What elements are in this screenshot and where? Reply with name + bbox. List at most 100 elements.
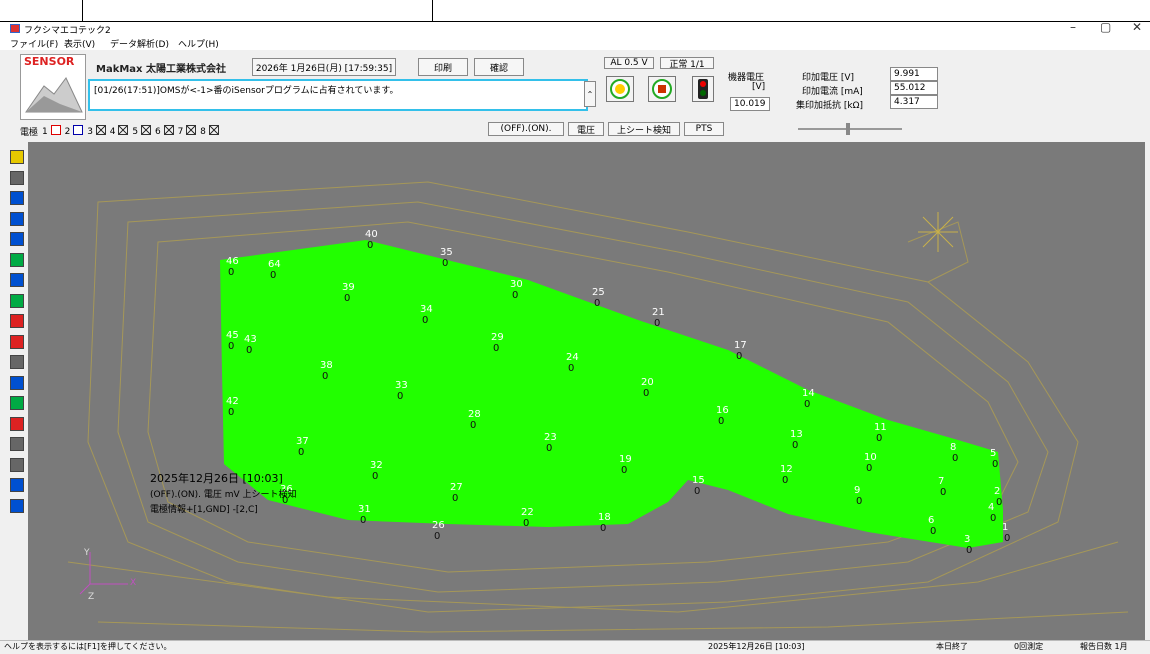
close-box-icon[interactable] [10, 191, 24, 205]
electrode-number: 6 [154, 127, 164, 137]
point-27: 270 [450, 482, 463, 504]
electrode-7[interactable]: 7 [178, 125, 197, 137]
point-number: 2 [994, 486, 1000, 497]
electrode-1[interactable]: 1 [42, 125, 61, 137]
rotate-icon[interactable] [10, 375, 24, 390]
electrode-4[interactable]: 4 [110, 125, 129, 137]
axis-z-label: Z [88, 592, 95, 602]
point-38: 380 [320, 360, 333, 382]
overlay-date: 2025年12月26日 [10:03] [150, 472, 283, 485]
print-icon[interactable] [10, 437, 24, 451]
resistance-label: 集印加抵抗 [kΩ] [796, 101, 863, 111]
layer-icon[interactable] [10, 252, 24, 267]
brand-label: MakMax 太陽工業株式会社 [96, 64, 226, 75]
minimize-button[interactable]: – [1070, 20, 1076, 34]
point-number: 38 [320, 360, 333, 371]
point-number: 9 [854, 485, 860, 496]
restore-button[interactable]: ▢ [1100, 20, 1112, 34]
point-number: 13 [790, 429, 803, 440]
chart-icon[interactable] [10, 293, 24, 308]
point-value: 0 [876, 433, 882, 444]
grid-icon[interactable] [10, 211, 24, 226]
point-number: 39 [342, 282, 355, 293]
text-icon[interactable] [10, 396, 24, 410]
arrow-left-icon[interactable] [10, 498, 24, 513]
point-value: 0 [992, 459, 998, 470]
upper-sheet-button[interactable]: 上シート検知 [608, 122, 680, 136]
arrow-right-icon[interactable] [10, 478, 24, 492]
zoom-slider[interactable] [796, 122, 906, 136]
camera-icon [652, 79, 672, 99]
database-icon[interactable] [10, 150, 24, 164]
point-28: 280 [468, 409, 481, 431]
electrode-checkbox-icon[interactable] [208, 125, 219, 135]
confirm-button[interactable]: 確認 [474, 58, 524, 76]
point-value: 0 [792, 440, 798, 451]
point-24: 240 [566, 352, 579, 374]
menu-view[interactable]: 表示(V) [64, 40, 96, 50]
camera-icon-button[interactable] [648, 76, 676, 102]
electrode-checkbox-icon[interactable] [73, 125, 84, 135]
point-number: 12 [780, 464, 793, 475]
signal-icon-button[interactable] [692, 76, 714, 102]
window-title: フクシマエコテック2 [24, 26, 111, 36]
close-button[interactable]: ✕ [1132, 20, 1143, 34]
status-display: 正常 1/1 [660, 57, 714, 70]
document-icon[interactable] [10, 170, 24, 185]
electrode-6[interactable]: 6 [154, 125, 174, 137]
menu-file[interactable]: ファイル(F) [10, 40, 59, 50]
point-8: 80 [950, 442, 958, 464]
electrode-2[interactable]: 2 [64, 125, 84, 137]
electrode-checkbox-icon[interactable] [50, 125, 61, 135]
point-number: 35 [440, 247, 453, 258]
electrode-number: 2 [64, 127, 74, 137]
contour-icon[interactable] [10, 334, 24, 349]
point-value: 0 [228, 267, 234, 278]
electrode-checkbox-icon[interactable] [118, 125, 129, 135]
electrode-checkbox-icon[interactable] [140, 125, 151, 135]
point-1: 10 [1002, 522, 1010, 544]
point-value: 0 [360, 515, 366, 526]
point-15: 150 [692, 475, 705, 497]
electrode-checkbox-icon[interactable] [163, 125, 174, 135]
point-22: 220 [521, 507, 534, 529]
point-number: 17 [734, 340, 747, 351]
al-display: AL 0.5 V [604, 57, 654, 69]
electrode-5[interactable]: 5 [132, 125, 151, 137]
point-value: 0 [594, 298, 600, 309]
point-number: 45 [226, 330, 239, 341]
electrode-8[interactable]: 8 [200, 125, 219, 137]
electrode-checkbox-icon[interactable] [95, 125, 106, 135]
pts-button[interactable]: PTS [684, 122, 724, 136]
off-on-button[interactable]: (OFF).(ON). [488, 122, 564, 136]
menu-help[interactable]: ヘルプ(H) [178, 40, 219, 50]
message-scroll-button[interactable]: ⌃ [584, 81, 596, 107]
page-icon[interactable] [10, 355, 24, 369]
point-number: 28 [468, 409, 481, 420]
electrode-number: 1 [42, 127, 51, 137]
point-number: 11 [874, 422, 887, 433]
point-43: 430 [244, 334, 257, 356]
point-5: 50 [990, 448, 998, 470]
overlay-line2: (OFF).(ON). 電圧 mV 上シート検知 [150, 490, 297, 500]
point-11: 110 [874, 422, 887, 444]
electrode-3[interactable]: 3 [87, 125, 106, 137]
point-20: 200 [641, 377, 654, 399]
gradient-icon[interactable] [10, 314, 24, 328]
voltage-button[interactable]: 電圧 [568, 122, 604, 136]
target-icon[interactable] [10, 273, 24, 287]
table-icon[interactable] [10, 457, 24, 472]
meter-icon-button[interactable] [606, 76, 634, 102]
map-icon[interactable] [10, 232, 24, 246]
point-34: 340 [420, 304, 433, 326]
point-25: 250 [592, 287, 605, 309]
message-box[interactable]: [01/26(17:51)]OMSが<-1>番のiSensorプログラムに占有さ… [88, 79, 588, 111]
report-icon[interactable] [10, 416, 24, 431]
electrode-checkbox-icon[interactable] [186, 125, 197, 135]
point-number: 36 [280, 484, 293, 495]
point-number: 18 [598, 512, 611, 523]
point-value: 0 [246, 345, 252, 356]
menu-data-analysis[interactable]: データ解析(D) [110, 40, 169, 50]
print-button[interactable]: 印刷 [418, 58, 468, 76]
